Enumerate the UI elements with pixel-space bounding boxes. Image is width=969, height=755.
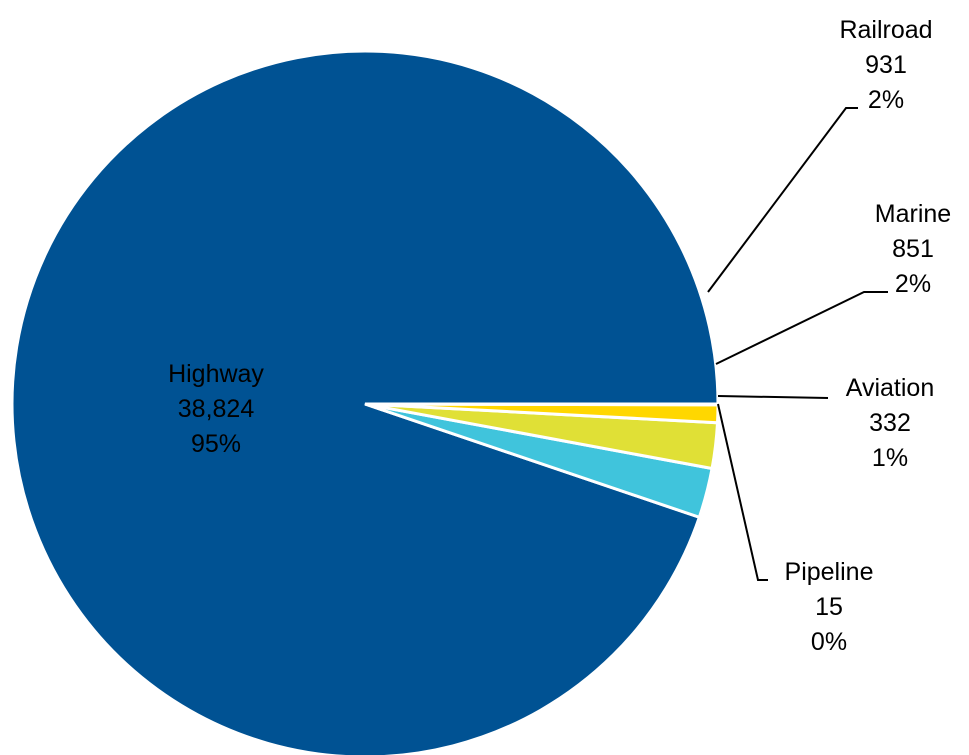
slice-label-value: 851 [892,235,934,263]
slice-label-pipeline: Pipeline 15 0% [785,558,874,656]
pie-slice-pipeline [364,402,720,407]
slice-label-name: Aviation [846,374,935,402]
leader-line-aviation [717,395,829,399]
slice-label-percent: 2% [868,86,904,114]
pie-slices [10,49,720,755]
slice-label-name: Pipeline [785,558,874,586]
leader-line-railroad [707,107,858,293]
slice-label-value: 38,824 [178,395,255,423]
slice-label-value: 931 [865,51,907,79]
slice-label-percent: 0% [811,628,847,656]
slice-label-name: Railroad [839,16,932,44]
slice-label-percent: 2% [895,270,931,298]
leader-line-pipeline [717,403,768,581]
slice-label-percent: 95% [191,430,241,458]
slice-label-value: 332 [869,409,911,437]
slice-label-railroad: Railroad 931 2% [839,16,932,114]
leader-line-marine [715,291,888,365]
slice-label-value: 15 [815,593,843,621]
slice-label-name: Marine [875,200,951,228]
slice-label-name: Highway [168,360,264,388]
slice-label-aviation: Aviation 332 1% [846,374,935,472]
slice-label-marine: Marine 851 2% [875,200,951,298]
leader-lines [707,107,888,581]
slice-label-percent: 1% [872,444,908,472]
slice-label-highway: Highway 38,824 95% [168,360,264,458]
